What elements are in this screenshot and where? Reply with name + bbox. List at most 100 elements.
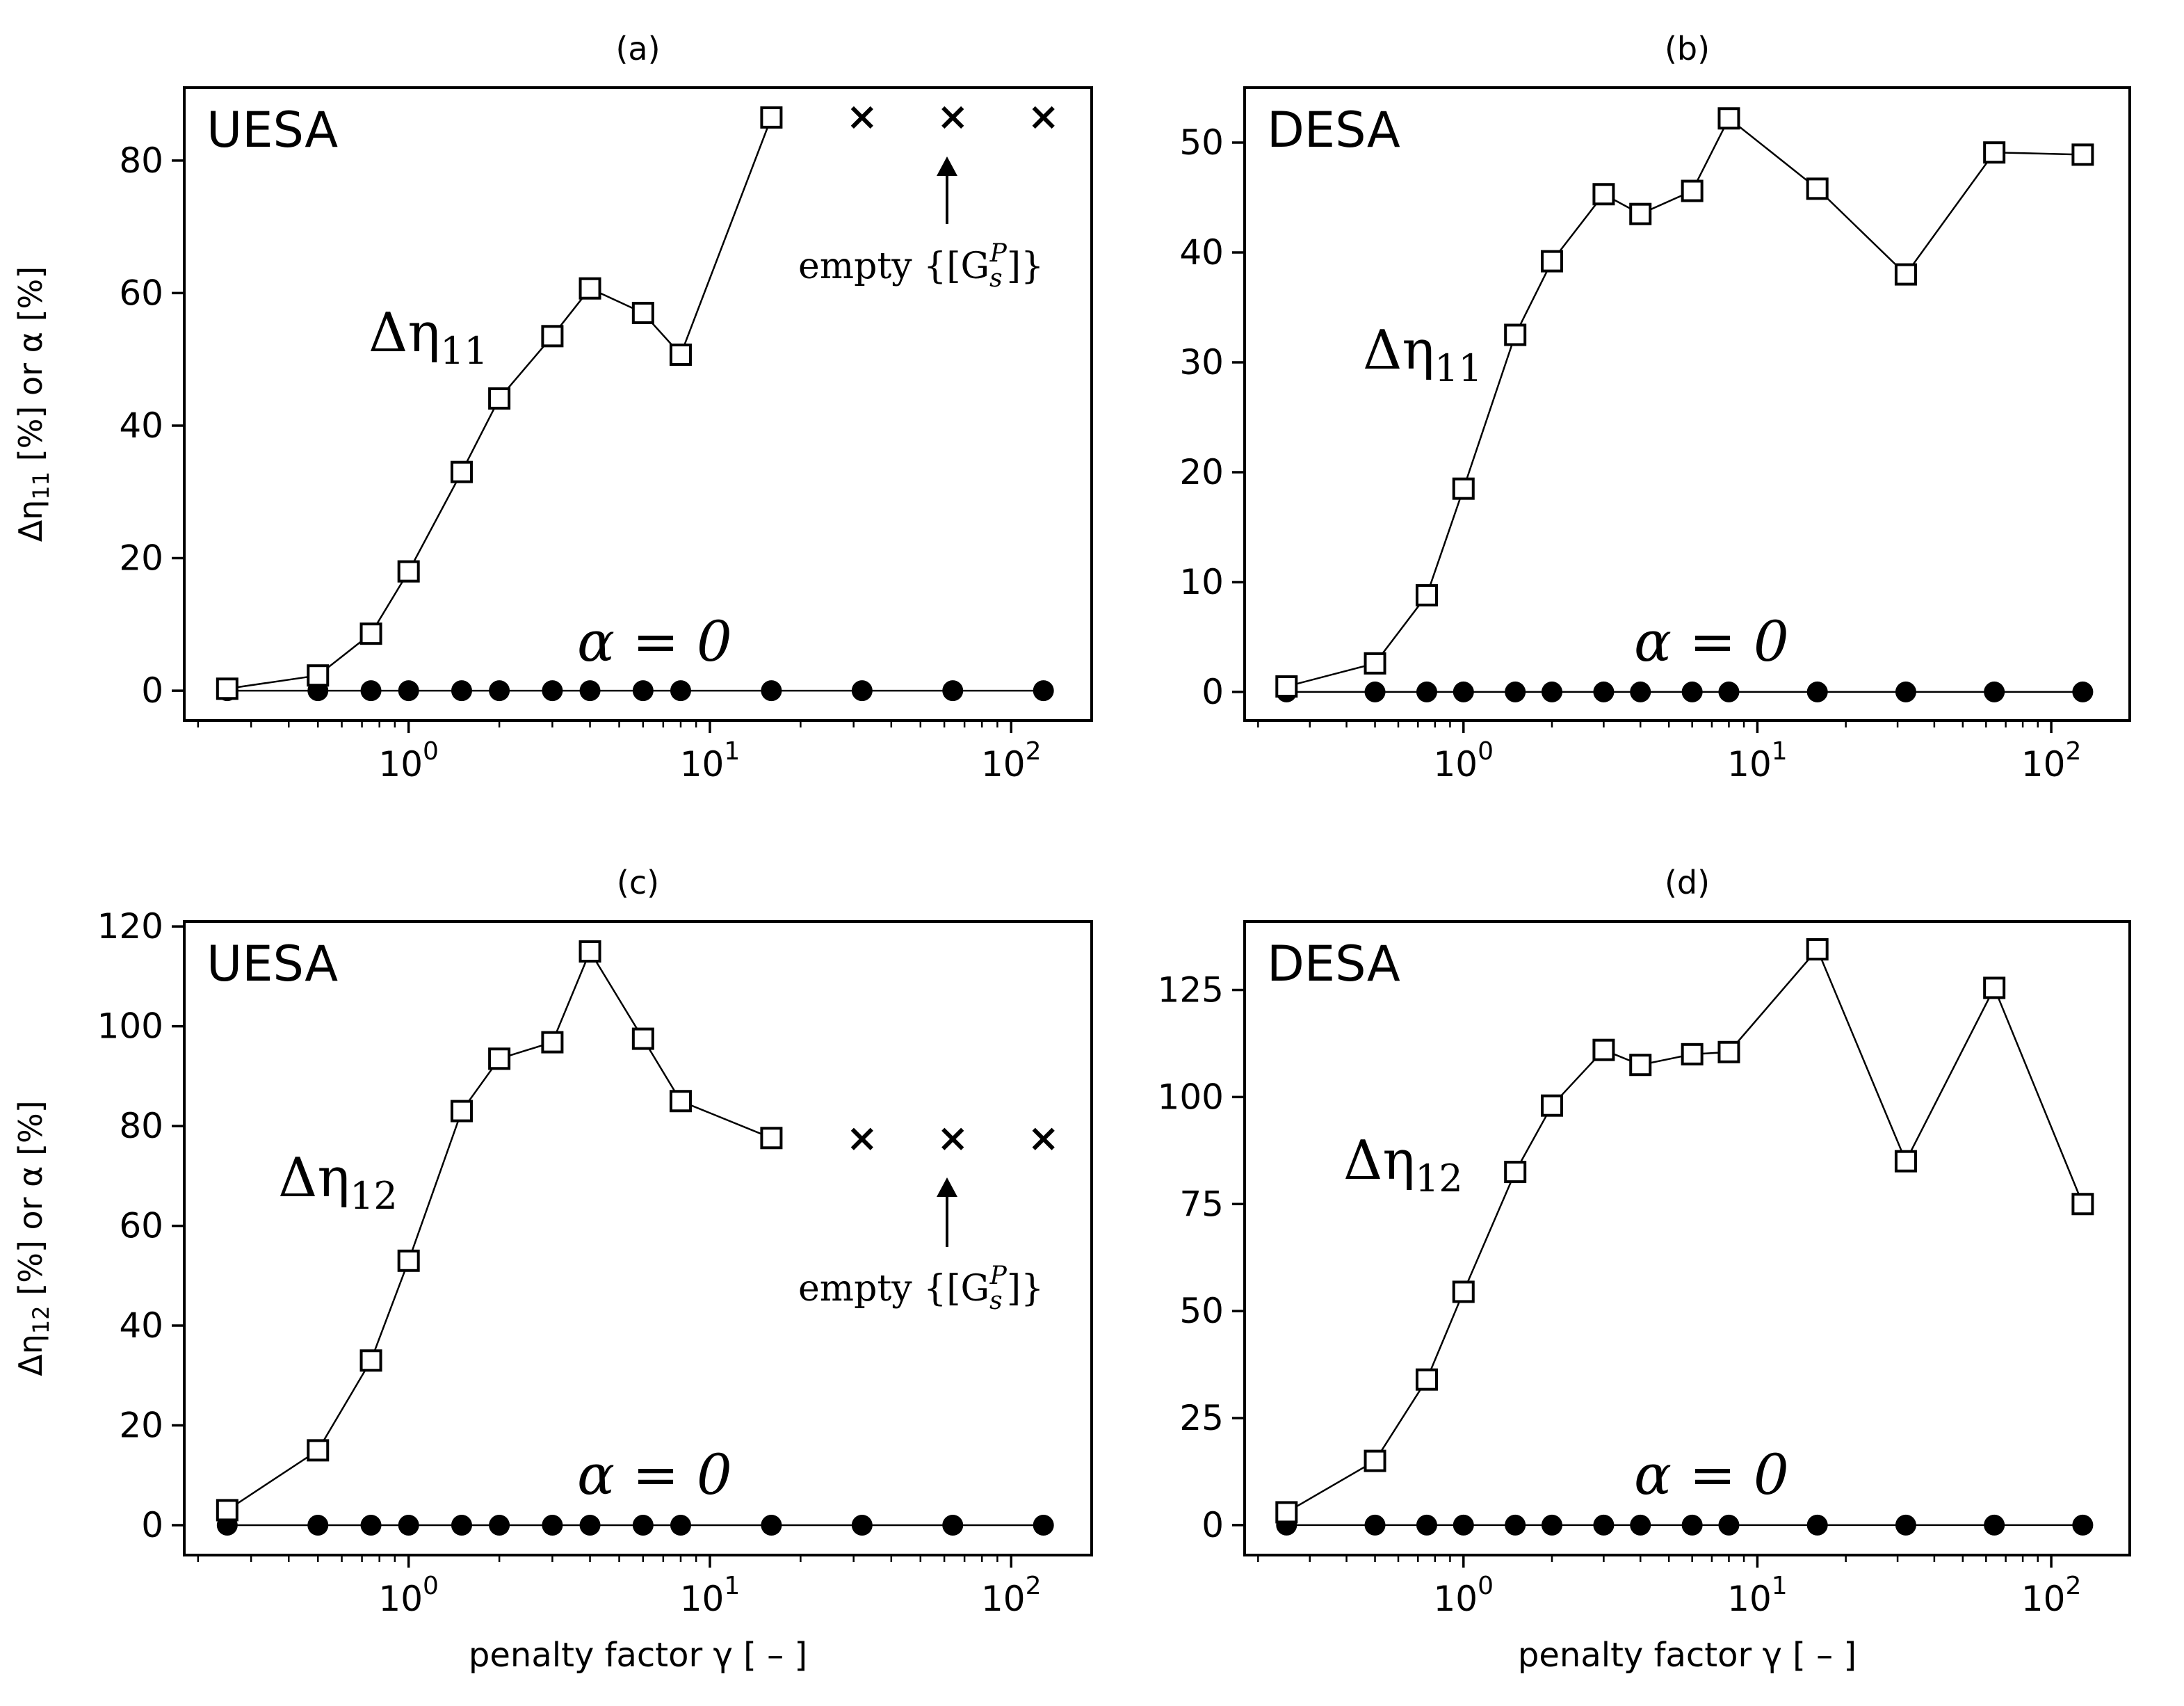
x-tick-exponent: 1 <box>724 1572 740 1600</box>
delta-eta-marker <box>216 677 238 700</box>
delta-eta-marker <box>359 1349 382 1372</box>
annotation-arrow-head <box>937 156 957 176</box>
delta-eta-marker <box>1983 976 2006 999</box>
delta-eta-marker <box>1806 938 1829 961</box>
curve-label: Δη11 <box>369 302 488 373</box>
delta-eta-marker <box>397 560 420 583</box>
alpha-marker <box>761 680 782 702</box>
delta-eta-marker <box>579 277 601 300</box>
annotation-close: ]} <box>1007 1268 1044 1310</box>
method-label: UESA <box>207 102 338 159</box>
alpha-marker <box>1895 1514 1916 1536</box>
alpha-marker <box>1364 1514 1386 1536</box>
annotation-close: ]} <box>1007 246 1044 287</box>
x-tick-exponent: 2 <box>1026 737 1042 766</box>
empty-set-marker <box>850 106 873 129</box>
delta-eta-marker <box>450 1100 473 1122</box>
curve-label: Δη12 <box>1343 1129 1463 1200</box>
delta-eta-marker <box>1629 202 1652 225</box>
curve-label: Δη11 <box>1363 319 1482 390</box>
delta-eta-marker <box>1364 1449 1386 1472</box>
delta-eta-marker <box>1717 107 1740 130</box>
annotation-text: empty {[G <box>798 246 989 287</box>
x-tick-exponent: 2 <box>2065 1572 2081 1600</box>
x-tick-label: 102 <box>981 1572 1042 1619</box>
delta-eta-series-line <box>1286 117 2083 688</box>
axes-frame <box>183 920 1093 1556</box>
x-tick-exponent: 0 <box>423 1572 439 1600</box>
y-tick-label: 50 <box>1179 1291 1224 1331</box>
delta-eta-marker <box>1275 675 1298 698</box>
delta-eta-marker <box>216 1499 238 1522</box>
delta-eta-marker <box>307 664 330 687</box>
alpha-marker <box>2072 1514 2094 1536</box>
alpha-marker <box>1895 681 1916 702</box>
x-tick-base: 10 <box>1727 744 1772 784</box>
alpha-marker <box>360 1514 382 1536</box>
alpha-marker <box>1453 681 1474 702</box>
alpha-marker <box>2072 681 2094 702</box>
alpha-marker <box>1505 1514 1526 1536</box>
alpha-marker <box>670 680 691 702</box>
x-tick-label: 101 <box>680 1572 741 1619</box>
x-tick-label: 101 <box>1727 1572 1788 1619</box>
delta-eta-marker <box>669 344 692 367</box>
axes-frame <box>183 86 1093 722</box>
x-tick-label: 100 <box>378 737 439 784</box>
x-tick-base: 10 <box>680 1579 725 1619</box>
annotation-arrow-head <box>937 1177 957 1197</box>
y-tick-label: 25 <box>1179 1398 1224 1438</box>
alpha-marker <box>942 680 964 702</box>
alpha-marker <box>360 680 382 702</box>
alpha-marker <box>1984 1514 2005 1536</box>
alpha-marker <box>1806 681 1828 702</box>
delta-eta-marker <box>760 1127 783 1150</box>
alpha-marker <box>489 680 510 702</box>
delta-eta-marker <box>359 622 382 645</box>
delta-eta-marker <box>307 1439 330 1462</box>
delta-eta-marker <box>1806 177 1829 200</box>
delta-eta-marker <box>631 1027 654 1050</box>
x-tick-exponent: 1 <box>1772 1572 1788 1600</box>
x-tick-label: 101 <box>1727 737 1788 784</box>
delta-eta-marker <box>1452 477 1475 500</box>
delta-eta-marker <box>1983 141 2006 164</box>
alpha-marker <box>1541 681 1562 702</box>
x-tick-label: 100 <box>378 1572 439 1619</box>
x-tick-base: 10 <box>1433 1579 1478 1619</box>
delta-eta-marker <box>1452 1280 1475 1303</box>
y-label-symbol: Δη <box>12 1334 49 1376</box>
curve-label: Δη12 <box>278 1147 398 1218</box>
delta-eta-marker <box>1504 323 1527 346</box>
x-tick-exponent: 1 <box>1772 737 1788 766</box>
alpha-marker <box>1505 681 1526 702</box>
delta-eta-marker <box>1364 652 1386 675</box>
x-tick-label: 100 <box>1433 737 1494 784</box>
delta-eta-marker <box>2071 1193 2094 1216</box>
empty-set-marker <box>941 106 964 129</box>
y-tick-label: 50 <box>1179 122 1224 163</box>
alpha-marker <box>851 680 873 702</box>
annotation-subscript: s <box>989 1287 1002 1315</box>
y-tick-label: 100 <box>1158 1077 1224 1117</box>
panel-title: (b) <box>1665 30 1710 67</box>
alpha-marker <box>1681 1514 1703 1536</box>
cross-stroke <box>1032 1127 1055 1150</box>
x-tick-base: 10 <box>981 744 1026 784</box>
delta-eta-marker <box>1540 1094 1563 1117</box>
alpha-marker <box>451 1514 472 1536</box>
delta-eta-marker <box>760 106 783 129</box>
delta-eta-marker <box>579 940 601 963</box>
cross-stroke <box>1032 106 1055 129</box>
alpha-marker <box>1593 1514 1615 1536</box>
annotation-superscript: P <box>989 239 1008 268</box>
y-tick-label: 0 <box>141 1505 163 1545</box>
annotation-superscript: P <box>989 1262 1008 1290</box>
alpha-marker <box>1718 1514 1740 1536</box>
delta-eta-marker <box>631 301 654 324</box>
axes-frame <box>1243 920 2131 1556</box>
alpha-marker <box>1416 1514 1437 1536</box>
